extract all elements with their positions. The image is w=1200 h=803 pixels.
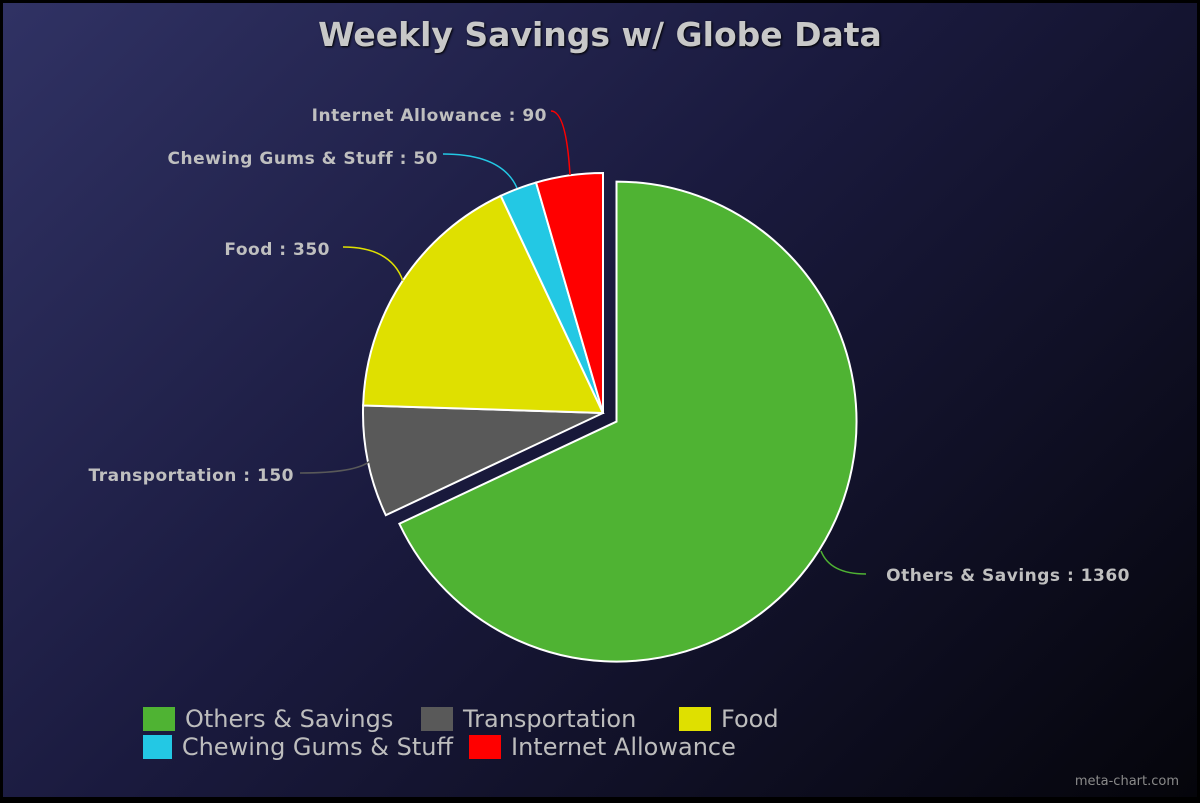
legend-item-chewing-gums-stuff[interactable]: Chewing Gums & Stuff	[143, 733, 453, 761]
pie-slice-internet-allowance	[534, 171, 604, 414]
legend-swatch	[143, 735, 172, 759]
legend-item-transportation[interactable]: Transportation	[421, 705, 663, 733]
connector-line-chewing-gums-stuff	[442, 153, 518, 189]
data-label-chewing-gums-stuff: Chewing Gums & Stuff : 50	[168, 149, 438, 169]
pie-slice-food	[362, 194, 605, 415]
data-label-food: Food : 350	[224, 240, 330, 260]
legend-swatch	[469, 735, 501, 759]
legend-label: Chewing Gums & Stuff	[181, 733, 453, 761]
legend-swatch	[421, 707, 453, 731]
connector-line-others-savings	[820, 550, 867, 575]
data-label-internet-allowance: Internet Allowance : 90	[312, 106, 547, 126]
pie-slice-others-savings	[398, 180, 858, 663]
legend-swatch	[679, 707, 711, 731]
credit-text: meta-chart.com	[1074, 774, 1179, 789]
legend-label: Internet Allowance	[511, 733, 736, 761]
connector-line-internet-allowance	[550, 110, 571, 176]
connector-line-food	[342, 246, 404, 282]
legend: Others & Savings Transportation Food Chewin…	[143, 705, 1143, 761]
legend-item-food[interactable]: Food	[679, 705, 813, 733]
data-label-others-savings: Others & Savings : 1360	[886, 566, 1130, 586]
legend-swatch	[143, 707, 175, 731]
data-label-transportation: Transportation : 150	[89, 466, 295, 486]
chart-title: Weekly Savings w/ Globe Data	[318, 15, 882, 54]
legend-label: Food	[721, 705, 779, 733]
legend-item-others-savings[interactable]: Others & Savings	[143, 705, 405, 733]
connector-line-transportation	[299, 460, 371, 474]
legend-label: Others & Savings	[185, 705, 394, 733]
legend-label: Transportation	[463, 705, 637, 733]
legend-item-internet-allowance[interactable]: Internet Allowance	[469, 733, 769, 761]
pie-chart: Others & Savings : 1360 Transportation : …	[89, 106, 1130, 663]
